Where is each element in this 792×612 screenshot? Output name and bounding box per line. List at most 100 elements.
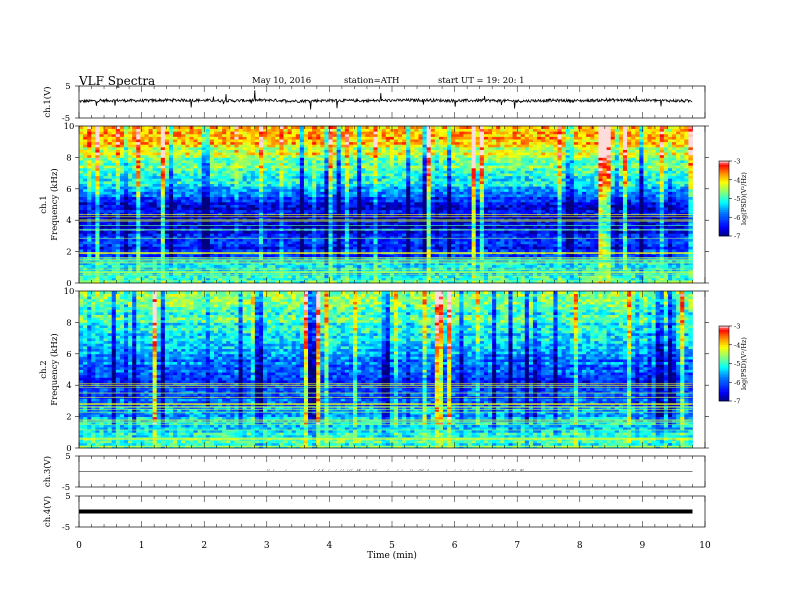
- spectrogram-cell: [246, 264, 252, 268]
- spectrogram-cell: [119, 280, 125, 284]
- spectrogram-cell: [160, 277, 166, 281]
- spectrogram-cell: [438, 220, 444, 224]
- spectrogram-cell: [201, 251, 207, 255]
- spectrogram-cell: [676, 256, 681, 260]
- spectrogram-cell: [455, 275, 460, 279]
- spectrogram-cell: [238, 230, 243, 234]
- spectrogram-cell: [651, 262, 657, 266]
- spectrogram-cell: [238, 254, 243, 258]
- spectrogram-cell: [455, 207, 460, 211]
- spectrogram-cell: [532, 201, 538, 205]
- spectrogram-cell: [614, 220, 620, 224]
- spectrogram-cell: [602, 277, 607, 281]
- spectrogram-cell: [91, 277, 96, 281]
- spectrogram-cell: [201, 230, 207, 234]
- spectrogram-cell: [569, 246, 575, 250]
- spectrogram-cell: [553, 259, 558, 263]
- spectrogram-cell: [156, 220, 162, 224]
- spectrogram-cell: [213, 209, 219, 213]
- spectrogram-cell: [275, 277, 280, 281]
- spectrogram-cell: [373, 235, 378, 239]
- spectrogram-cell: [606, 241, 612, 245]
- spectrogram-cell: [667, 277, 673, 281]
- spectrogram-cell: [238, 251, 243, 255]
- spectrogram-cell: [95, 254, 100, 258]
- spectrogram-cell: [471, 199, 477, 203]
- spectrogram-cell: [663, 277, 669, 281]
- spectrogram-cell: [308, 225, 313, 229]
- spectrogram-cell: [651, 220, 657, 224]
- spectrogram-cell: [140, 264, 145, 268]
- spectrogram-cell: [577, 259, 583, 263]
- spectrogram-cell: [267, 235, 272, 239]
- spectrogram-cell: [324, 246, 329, 250]
- spectrogram-cell: [475, 248, 481, 252]
- spectrogram-cell: [328, 204, 333, 208]
- spectrogram-cell: [631, 280, 636, 284]
- spectrogram-cell: [398, 230, 403, 234]
- spectrogram-cell: [561, 201, 567, 205]
- spectrogram-cell: [557, 235, 562, 239]
- spectrogram-cell: [455, 201, 460, 205]
- spectrogram-cell: [91, 246, 96, 250]
- spectrogram-cell: [639, 238, 644, 242]
- spectrogram-cell: [618, 248, 624, 252]
- spectrogram-cell: [115, 196, 121, 200]
- spectrogram-cell: [156, 277, 162, 281]
- spectrogram-cell: [680, 209, 685, 213]
- spectrogram-cell: [369, 254, 374, 258]
- spectrogram-cell: [680, 204, 685, 208]
- spectrogram-cell: [230, 254, 235, 258]
- spectrogram-cell: [590, 235, 595, 239]
- spectrogram-cell: [95, 201, 100, 205]
- spectrogram-cell: [123, 212, 129, 216]
- spectrogram-cell: [365, 204, 370, 208]
- spectrogram-cell: [197, 277, 203, 281]
- spectrogram-cell: [222, 220, 227, 224]
- spectrogram-cell: [107, 233, 113, 237]
- spectrogram-cell: [598, 241, 603, 245]
- spectrogram-cell: [381, 230, 387, 234]
- spectrogram-cell: [610, 199, 616, 203]
- spectrogram-cell: [279, 241, 284, 245]
- spectrogram-cell: [569, 233, 575, 237]
- spectrogram-cell: [340, 248, 346, 252]
- spectrogram-cell: [524, 204, 530, 208]
- spectrogram-cell: [475, 243, 481, 247]
- spectrogram-cell: [205, 204, 211, 208]
- spectrogram-cell: [107, 209, 113, 213]
- spectrogram-cell: [226, 275, 231, 279]
- spectrogram-cell: [590, 277, 595, 281]
- spectrogram-cell: [479, 233, 485, 237]
- spectrogram-cell: [590, 262, 595, 266]
- spectrogram-cell: [324, 238, 329, 242]
- spectrogram-cell: [107, 256, 113, 260]
- spectrogram-cell: [418, 251, 423, 255]
- spectrogram-cell: [672, 259, 677, 263]
- spectrogram-cell: [258, 241, 264, 245]
- spectrogram-cell: [455, 209, 460, 213]
- spectrogram-cell: [99, 233, 104, 237]
- spectrogram-cell: [193, 241, 199, 245]
- spectrogram-cell: [119, 230, 125, 234]
- spectrogram-cell: [594, 207, 599, 211]
- spectrogram-cell: [545, 199, 550, 203]
- spectrogram-cell: [672, 248, 677, 252]
- spectrogram-cell: [287, 201, 293, 205]
- spectrogram-cell: [218, 280, 223, 284]
- spectrogram-cell: [263, 233, 268, 237]
- spectrogram-cell: [672, 225, 677, 229]
- spectrogram-cell: [402, 212, 407, 216]
- spectrogram-cell: [267, 251, 272, 255]
- spectrogram-cell: [385, 235, 391, 239]
- spectrogram-cell: [471, 243, 477, 247]
- spectrogram-cell: [136, 233, 141, 237]
- spectrogram-cell: [430, 209, 436, 213]
- spectrogram-cell: [213, 277, 219, 281]
- spectrogram-cell: [483, 209, 489, 213]
- spectrogram-cell: [201, 248, 207, 252]
- spectrogram-cell: [643, 235, 648, 239]
- spectrogram-cell: [475, 246, 481, 250]
- spectrogram-cell: [471, 259, 477, 263]
- spectrogram-cell: [512, 243, 518, 247]
